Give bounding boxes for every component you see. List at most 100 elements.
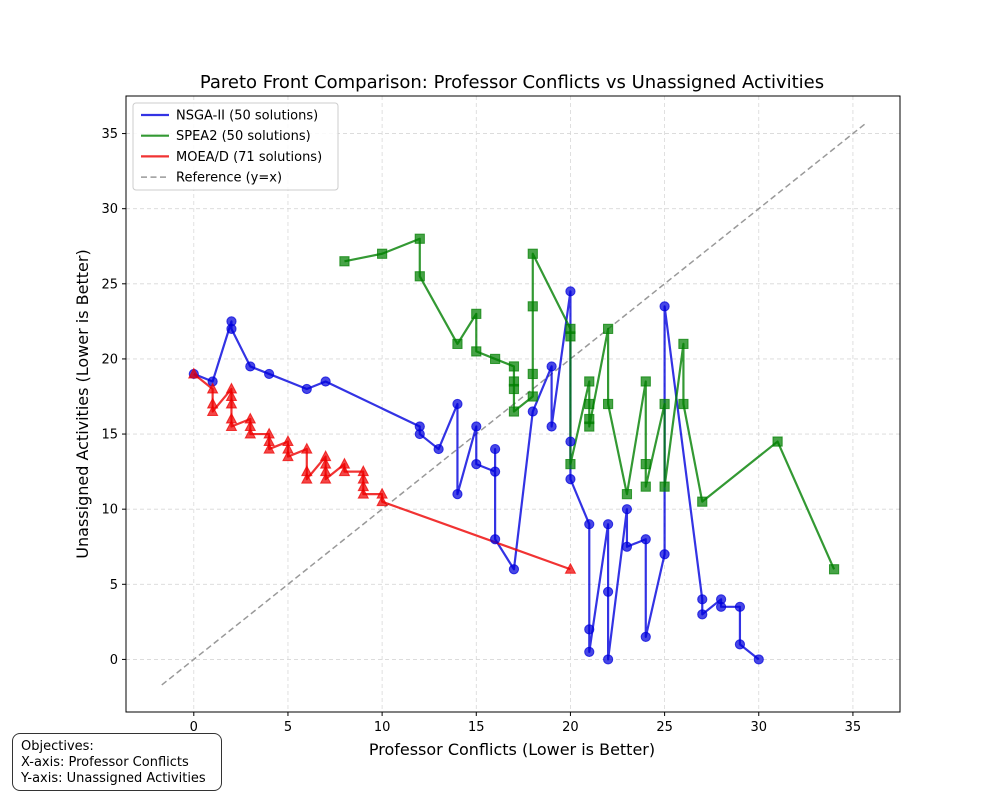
nsga-ii-point (603, 654, 614, 665)
moea-d-point (319, 472, 332, 484)
x-tick-label: 20 (562, 720, 579, 735)
spea2-point (527, 248, 538, 259)
spea2-point (640, 481, 651, 492)
spea2-point (659, 398, 670, 410)
nsga-ii-point (245, 361, 256, 372)
nsga-ii-point (546, 421, 557, 432)
spea2-point (565, 458, 576, 470)
legend: NSGA-II (50 solutions) SPEA2 (50 solution… (132, 102, 339, 191)
nsga-ii-point (508, 564, 520, 575)
y-tick-label: 10 (101, 503, 118, 518)
moea-d-point (225, 397, 238, 409)
nsga-ii-point (734, 601, 746, 612)
legend-label: MOEA/D (71 solutions) (176, 150, 322, 165)
spea2-point (339, 256, 350, 267)
annotation-line-objectives: Objectives: (21, 739, 94, 754)
nsga-ii-point (565, 474, 576, 485)
nsga-ii-point (527, 406, 538, 417)
nsga-ii-point (433, 443, 444, 455)
x-tick-label: 30 (750, 720, 767, 735)
spea2-point (678, 338, 689, 350)
x-tick-label: 0 (190, 720, 198, 735)
nsga-ii-point (471, 421, 482, 432)
nsga-ii-point (640, 534, 651, 545)
nsga-ii-point (452, 489, 463, 500)
nsga-ii-point (603, 519, 614, 530)
y-tick-label: 15 (101, 428, 118, 443)
nsga-ii-point (659, 301, 670, 312)
moea-d-point (244, 427, 257, 439)
nsga-ii-point (603, 586, 614, 597)
y-tick-label: 30 (101, 202, 118, 217)
nsga-ii-line (193, 290, 760, 661)
spea2-point (584, 398, 595, 410)
nsga-ii-point (490, 443, 501, 455)
spea2-point (603, 323, 614, 334)
moea-d-point (187, 367, 200, 379)
spea2-point (527, 368, 538, 380)
nsga-ii-point (490, 534, 501, 545)
x-axis-ticks: 0 5 10 15 20 25 30 35 (190, 712, 862, 735)
spea2-point (697, 496, 708, 507)
spea2-line (344, 237, 836, 570)
nsga-ii-point (697, 609, 708, 620)
spea2-point (828, 564, 840, 575)
nsga-ii-point (659, 549, 670, 560)
plot-area-frame (125, 95, 901, 713)
moea-d-point (300, 472, 313, 484)
spea2-point (508, 406, 520, 417)
spea2-point (584, 421, 595, 432)
spea2-point (640, 458, 651, 470)
nsga-ii-point (621, 504, 633, 515)
moea-d-point (225, 419, 238, 432)
spea2-point (414, 271, 425, 282)
moea-d-point (300, 442, 313, 454)
spea2-point (527, 391, 538, 402)
nsga-ii-point (565, 436, 576, 447)
nsga-ii-point (320, 376, 331, 387)
moea-d-point (282, 450, 294, 462)
x-tick-label: 5 (284, 720, 292, 735)
spea2-point (414, 233, 425, 244)
legend-label: NSGA-II (50 solutions) (176, 109, 318, 124)
spea2-point (508, 383, 520, 395)
spea2-point (640, 376, 651, 387)
objectives-annotation: Objectives: X-axis: Professor Conflicts … (12, 733, 222, 791)
y-tick-label: 0 (110, 653, 118, 668)
spea2-point (603, 398, 614, 410)
nsga-ii-point (546, 361, 557, 372)
nsga-ii-point (584, 519, 595, 530)
moea-d-point (206, 382, 219, 394)
spea2-point (452, 338, 463, 350)
series-points (187, 233, 840, 665)
moea-d-point (357, 487, 370, 499)
spea2-point (678, 398, 689, 410)
spea2-point (565, 331, 576, 342)
x-tick-label: 25 (656, 720, 673, 735)
moea-d-point (376, 495, 388, 507)
nsga-ii-point (621, 541, 633, 552)
y-axis-ticks: 0 5 10 15 20 25 30 35 (101, 127, 126, 668)
nsga-ii-point (264, 368, 275, 380)
spea2-point (772, 436, 783, 447)
spea2-point (490, 353, 501, 365)
x-tick-label: 15 (468, 720, 485, 735)
nsga-ii-point (471, 458, 482, 470)
nsga-ii-point (753, 654, 764, 665)
spea2-point (527, 301, 538, 312)
moea-d-point (206, 404, 219, 417)
moea-d-point (263, 442, 275, 454)
spea2-point (621, 489, 633, 500)
x-tick-label: 35 (845, 720, 862, 735)
nsga-ii-point (301, 383, 312, 395)
spea2-point (471, 308, 482, 319)
nsga-ii-point (715, 601, 727, 612)
legend-label: Reference (y=x) (176, 171, 282, 186)
y-tick-label: 35 (101, 127, 118, 142)
spea2-point (584, 376, 595, 387)
nsga-ii-point (584, 624, 595, 635)
moea-d-point (564, 562, 577, 574)
y-tick-label: 20 (101, 352, 118, 367)
nsga-ii-point (565, 286, 576, 297)
